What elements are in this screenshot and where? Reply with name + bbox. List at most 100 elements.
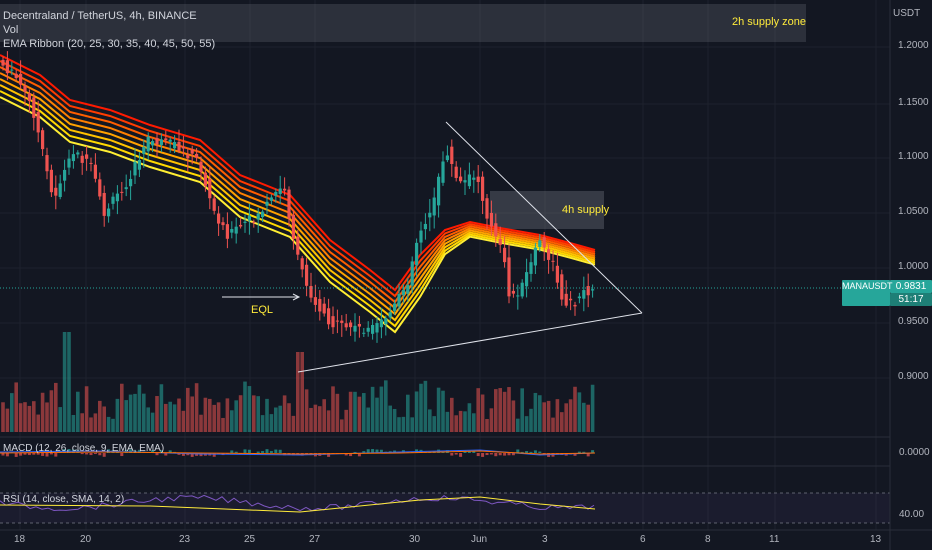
macd-histogram-bar bbox=[256, 451, 260, 453]
supply-zone-2h[interactable] bbox=[0, 4, 806, 42]
candle-body bbox=[146, 136, 150, 152]
candle-body bbox=[155, 138, 159, 145]
candle-body bbox=[423, 223, 427, 230]
candle-body bbox=[353, 325, 357, 332]
ema-line bbox=[0, 84, 596, 322]
candle-body bbox=[441, 161, 445, 183]
volume-bar bbox=[124, 400, 128, 432]
supply-zone-4h[interactable] bbox=[490, 191, 604, 229]
price-tick: 1.1000 bbox=[898, 151, 929, 162]
date-tick: 18 bbox=[14, 534, 26, 545]
macd-histogram-bar bbox=[591, 450, 595, 453]
macd-value: 0.0000 bbox=[899, 447, 930, 458]
volume-bar bbox=[177, 398, 181, 432]
candle-body bbox=[582, 290, 586, 299]
candle-body bbox=[573, 304, 577, 307]
ema-ribbon bbox=[0, 54, 596, 334]
rsi-label[interactable]: RSI (14, close, SMA, 14, 2) bbox=[3, 494, 125, 505]
volume-bar bbox=[76, 391, 80, 432]
volume-bar bbox=[542, 402, 546, 432]
volume-bar bbox=[379, 386, 384, 432]
symbol-title[interactable]: Decentraland / TetherUS, 4h, BINANCE bbox=[3, 10, 197, 22]
macd-histogram-bar bbox=[49, 453, 53, 455]
macd-histogram-bar bbox=[19, 453, 23, 456]
volume-bar bbox=[150, 412, 155, 432]
candle-body bbox=[98, 179, 102, 197]
volume-bar bbox=[269, 414, 274, 432]
ema-ribbon-label[interactable]: EMA Ribbon (20, 25, 30, 35, 40, 45, 50, … bbox=[3, 38, 216, 50]
date-tick: 25 bbox=[244, 534, 256, 545]
volume-bar bbox=[115, 398, 120, 432]
candle-body bbox=[239, 224, 243, 227]
price-tick: 1.0000 bbox=[898, 261, 929, 272]
candle-body bbox=[432, 197, 436, 216]
candle-body bbox=[428, 212, 432, 218]
candle-body bbox=[164, 138, 168, 141]
eql-label: EQL bbox=[251, 304, 274, 316]
volume-bar bbox=[428, 409, 432, 432]
candle-body bbox=[375, 323, 379, 333]
macd-histogram-bar bbox=[327, 453, 331, 457]
volume-bar bbox=[458, 410, 463, 432]
candle-body bbox=[410, 261, 414, 286]
volume-bar bbox=[89, 417, 93, 432]
candle-body bbox=[406, 284, 410, 294]
macd-histogram-bar bbox=[45, 453, 49, 457]
macd-histogram-bar bbox=[155, 453, 159, 456]
volume-bar bbox=[511, 400, 516, 432]
volume-bar bbox=[520, 388, 524, 432]
volume-bar bbox=[225, 398, 230, 432]
macd-histogram-bar bbox=[362, 451, 366, 453]
date-tick: 6 bbox=[640, 534, 646, 545]
candle-body bbox=[454, 166, 458, 178]
volume-bar bbox=[5, 408, 10, 432]
macd-label[interactable]: MACD (12, 26, close, 9, EMA, EMA) bbox=[3, 443, 165, 454]
volume-bar bbox=[159, 384, 164, 432]
drawings bbox=[222, 121, 643, 373]
volume-bar bbox=[93, 413, 98, 432]
volume-bar bbox=[137, 384, 142, 432]
candle-body bbox=[217, 213, 221, 224]
volume-bar bbox=[494, 389, 498, 432]
volume-bar bbox=[392, 408, 397, 432]
volume-bar bbox=[326, 410, 331, 432]
volume-bar bbox=[1, 402, 5, 432]
volume-bar bbox=[98, 400, 102, 432]
volume-bar bbox=[84, 386, 89, 432]
volume-bar bbox=[406, 394, 410, 432]
macd-histogram-bar bbox=[247, 449, 251, 453]
volume-bar bbox=[432, 416, 436, 432]
candlesticks bbox=[1, 51, 595, 343]
candle-body bbox=[296, 236, 300, 255]
candle-body bbox=[560, 274, 564, 300]
candle-body bbox=[252, 221, 256, 223]
candle-body bbox=[89, 162, 93, 164]
candle-body bbox=[195, 153, 199, 158]
candle-body bbox=[234, 226, 238, 234]
candle-body bbox=[569, 298, 573, 301]
volume-indicator-label[interactable]: Vol bbox=[3, 24, 19, 36]
volume-bar bbox=[485, 419, 489, 432]
candle-body bbox=[344, 323, 348, 328]
candle-body bbox=[388, 312, 392, 318]
volume-bar bbox=[282, 395, 287, 432]
candle-body bbox=[511, 290, 515, 294]
volume-bar bbox=[401, 416, 406, 432]
candle-body bbox=[516, 295, 520, 297]
volume-bar bbox=[450, 397, 454, 432]
candle-body bbox=[384, 318, 388, 325]
macd-histogram-bar bbox=[520, 451, 524, 453]
candle-body bbox=[199, 161, 203, 173]
volume-bar bbox=[454, 415, 458, 432]
volume-bar bbox=[340, 419, 344, 432]
macd-histogram-bar bbox=[375, 449, 379, 453]
candle-body bbox=[63, 169, 67, 181]
candle-body bbox=[1, 59, 5, 66]
lower-trendline[interactable] bbox=[297, 312, 643, 373]
upper-trendline[interactable] bbox=[445, 121, 643, 314]
candle-body bbox=[489, 212, 493, 227]
macd-histogram-bar bbox=[151, 450, 155, 453]
candle-body bbox=[291, 214, 295, 239]
